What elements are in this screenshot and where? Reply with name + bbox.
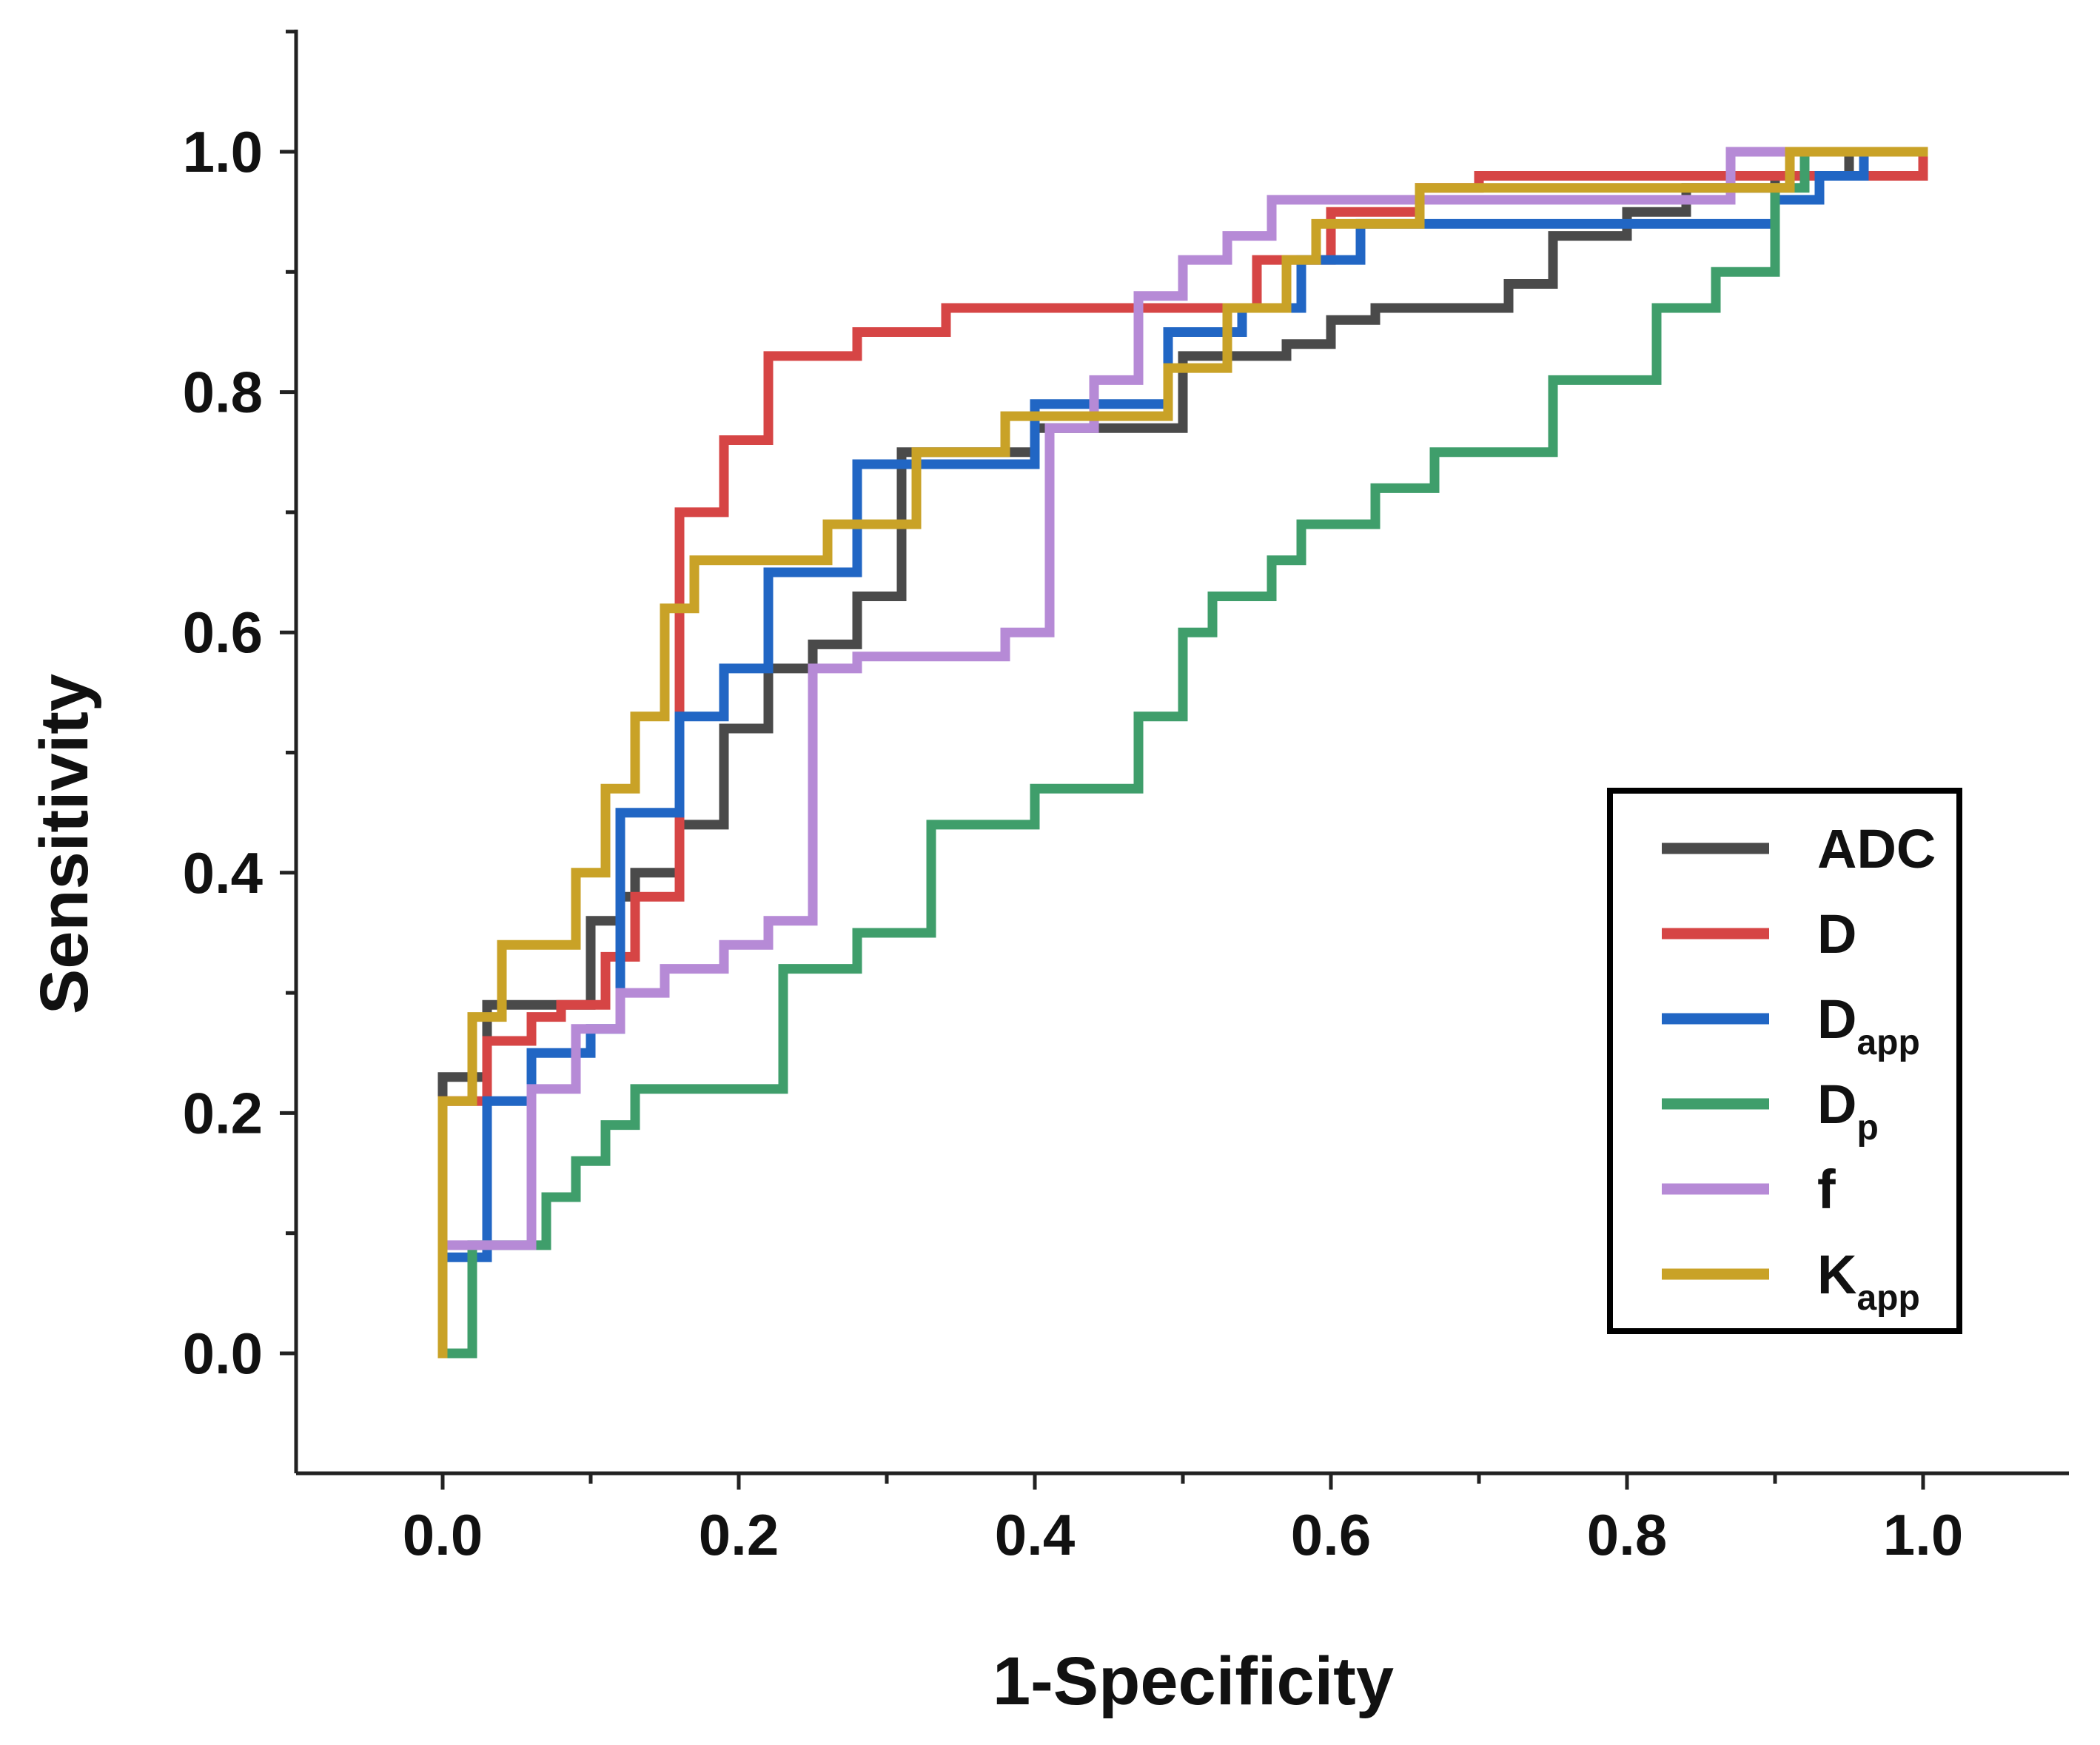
x-tick-label: 1.0	[1883, 1502, 1963, 1567]
x-tick-label: 0.4	[995, 1502, 1075, 1567]
y-tick-label: 0.0	[183, 1321, 263, 1386]
y-axis-title: Sensitivity	[27, 674, 102, 1014]
x-tick-label: 0.0	[403, 1502, 483, 1567]
legend-label-k-app: Kapp	[1817, 1244, 1920, 1318]
y-tick-label: 1.0	[183, 119, 263, 184]
series-line-f	[437, 147, 1928, 1359]
legend-label-adc: ADC	[1817, 818, 1936, 880]
legend-label-d-app: Dapp	[1817, 988, 1920, 1062]
y-tick-label: 0.4	[183, 840, 263, 905]
series-line-k-app	[437, 147, 1928, 1359]
x-tick-label: 0.8	[1587, 1502, 1667, 1567]
legend-box	[1607, 788, 1962, 1334]
series-line-d-p	[437, 147, 1928, 1359]
y-tick-label: 0.2	[183, 1080, 263, 1145]
x-tick-label: 0.6	[1291, 1502, 1371, 1567]
series-line-d	[437, 147, 1928, 1359]
y-tick-label: 0.6	[183, 600, 263, 665]
legend-label-d-p: Dp	[1817, 1074, 1879, 1148]
legend-label-f: f	[1817, 1159, 1836, 1220]
x-tick-label: 0.2	[699, 1502, 779, 1567]
series-lines	[437, 147, 1928, 1359]
x-axis-title: 1-Specificity	[993, 1644, 1394, 1719]
axes: 0.0 0.2 0.4 0.6 0.8 1.0 0.0 0.2 0.4 0.6 0.8 1.0	[183, 30, 2069, 1567]
legend: ADC D Dapp Dp f Kapp	[1607, 788, 1962, 1334]
y-tick-label: 0.8	[183, 360, 263, 425]
legend-label-d: D	[1817, 903, 1856, 965]
